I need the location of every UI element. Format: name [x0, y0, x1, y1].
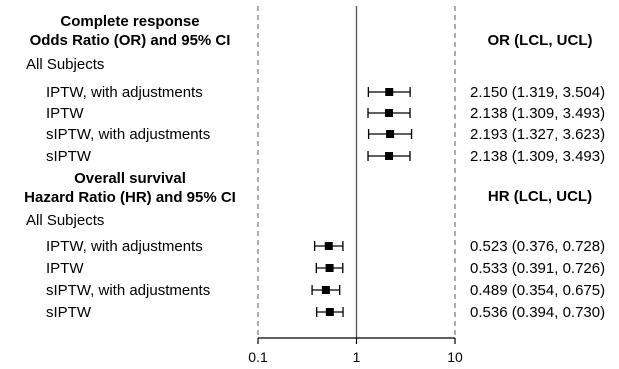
section-title: Overall survival: [74, 170, 186, 187]
group-label: All Subjects: [26, 212, 104, 229]
point-estimate: [321, 286, 330, 294]
point-estimate: [386, 130, 395, 138]
estimate-text: 2.138 (1.309, 3.493): [470, 148, 605, 165]
x-tick-label: 1: [353, 349, 361, 365]
x-tick-label: 0.1: [248, 349, 268, 365]
row-label: IPTW, with adjustments: [46, 238, 203, 255]
row-label: sIPTW, with adjustments: [46, 126, 210, 143]
point-estimate: [385, 152, 394, 160]
row-label: sIPTW: [46, 304, 92, 321]
estimate-text: 2.193 (1.327, 3.623): [470, 126, 605, 143]
section-subtitle: Odds Ratio (OR) and 95% CI: [30, 32, 231, 49]
x-tick-label: 10: [447, 349, 463, 365]
point-estimate: [324, 242, 333, 250]
point-estimate: [385, 88, 394, 96]
column-header: HR (LCL, UCL): [488, 188, 592, 205]
row-label: sIPTW: [46, 148, 92, 165]
point-estimate: [325, 308, 334, 316]
row-label: IPTW: [46, 260, 84, 277]
estimate-text: 0.533 (0.391, 0.726): [470, 260, 605, 277]
row-label: IPTW, with adjustments: [46, 84, 203, 101]
estimate-text: 0.489 (0.354, 0.675): [470, 282, 605, 299]
point-estimate: [325, 264, 334, 272]
section-title: Complete response: [60, 13, 199, 30]
estimate-text: 0.523 (0.376, 0.728): [470, 238, 605, 255]
row-label: sIPTW, with adjustments: [46, 282, 210, 299]
point-estimate: [385, 109, 394, 117]
row-label: IPTW: [46, 105, 84, 122]
group-label: All Subjects: [26, 56, 104, 73]
estimate-text: 0.536 (0.394, 0.730): [470, 304, 605, 321]
estimate-text: 2.150 (1.319, 3.504): [470, 84, 605, 101]
column-header: OR (LCL, UCL): [488, 32, 593, 49]
estimate-text: 2.138 (1.309, 3.493): [470, 105, 605, 122]
section-subtitle: Hazard Ratio (HR) and 95% CI: [24, 189, 236, 206]
